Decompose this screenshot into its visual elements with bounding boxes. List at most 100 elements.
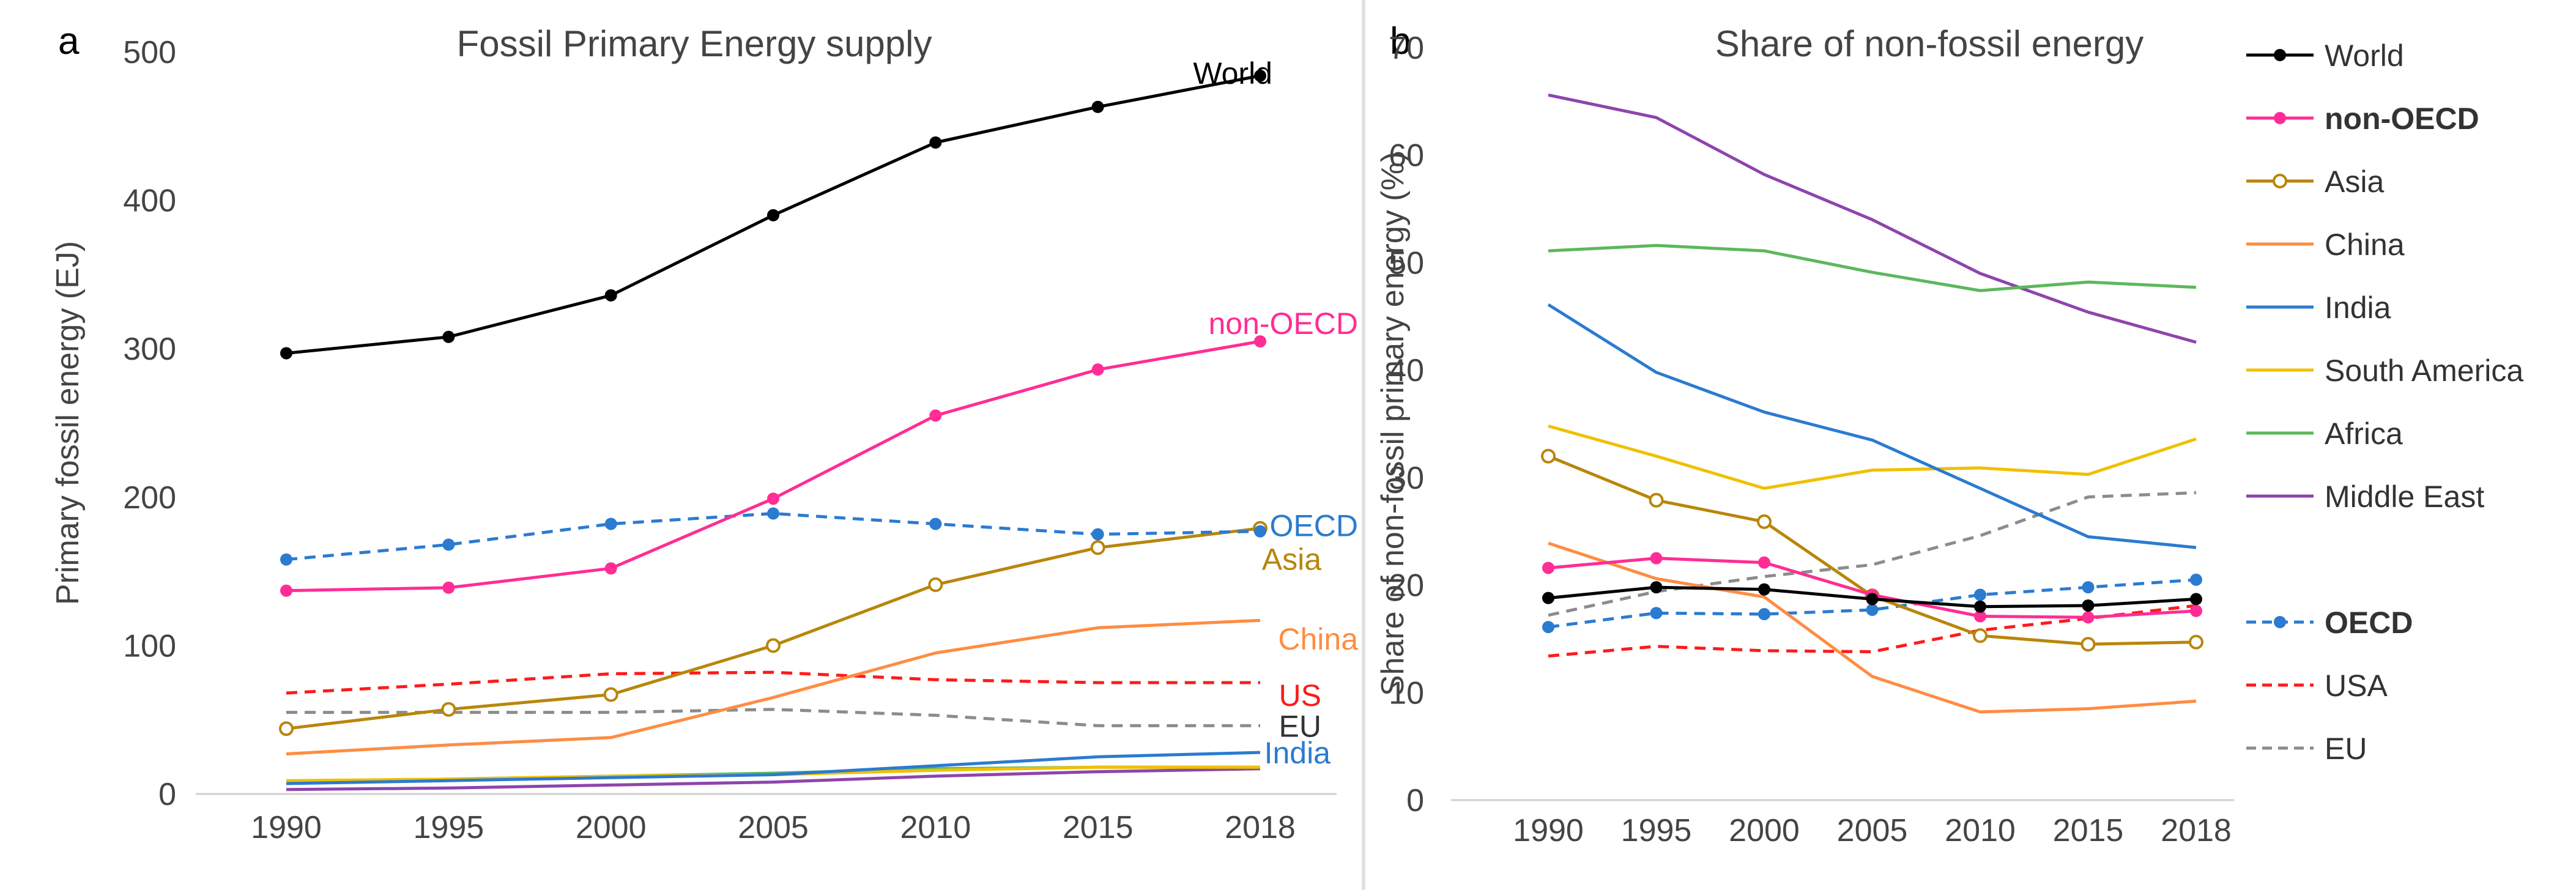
data-point-asia	[1757, 514, 1772, 529]
series-label-world: World	[1193, 56, 1272, 91]
data-point-oecd	[2082, 581, 2095, 594]
legend-label-oecd: OECD	[2325, 606, 2413, 640]
legend-label-usa: USA	[2325, 669, 2388, 703]
y-tick-label: 500	[123, 35, 176, 70]
data-point-world	[929, 136, 942, 149]
x-tick-label: 2000	[1729, 813, 1800, 848]
series-line-china	[1548, 541, 2197, 714]
legend-marker-non-oecd	[2274, 112, 2286, 124]
y-tick-label: 40	[1389, 353, 1424, 388]
series-label-non-oecd: non-OECD	[1208, 306, 1358, 341]
x-tick-label: 1990	[251, 810, 322, 845]
y-tick-label: 20	[1389, 568, 1424, 604]
legend-label-asia: Asia	[2325, 165, 2384, 199]
series-line-china	[286, 618, 1261, 755]
legend-label-south-america: South America	[2325, 354, 2523, 388]
y-tick-label: 0	[1406, 783, 1424, 818]
series-line-us	[286, 670, 1260, 695]
legend-marker-world	[2274, 49, 2286, 61]
x-tick-label: 2005	[1837, 813, 1908, 848]
data-point-oecd	[1866, 603, 1879, 616]
data-point-non-oecd	[2190, 604, 2202, 617]
data-point-non-oecd	[1254, 335, 1266, 348]
chart-title: Share of non-fossil energy	[1715, 23, 2144, 64]
data-point-non-oecd	[2082, 611, 2095, 624]
y-tick-label: 0	[158, 777, 176, 812]
data-point-non-oecd	[442, 581, 455, 594]
series-label-asia: Asia	[1262, 543, 1321, 577]
data-point-world	[2082, 599, 2095, 612]
series-line-india	[286, 751, 1261, 785]
series-line-eu	[286, 708, 1260, 727]
x-tick-label: 2015	[2053, 813, 2124, 848]
series-line-india	[1547, 303, 2197, 549]
data-point-non-oecd	[767, 492, 779, 505]
data-point-world	[1650, 581, 1663, 594]
data-point-world	[604, 289, 617, 302]
series-line-africa	[1548, 243, 2197, 292]
y-axis-label: Primary fossil energy (EJ)	[50, 241, 86, 605]
data-point-oecd	[604, 517, 617, 530]
series-label-oecd: OECD	[1270, 509, 1358, 543]
data-point-non-oecd	[1650, 552, 1663, 565]
data-point-non-oecd	[1091, 363, 1104, 376]
x-tick-label: 1995	[413, 810, 484, 845]
legend-label-eu: EU	[2325, 732, 2367, 766]
data-point-asia	[279, 721, 294, 736]
legend-marker-oecd	[2274, 616, 2286, 628]
data-point-asia	[2080, 637, 2096, 652]
legend-label-india: India	[2325, 291, 2391, 325]
data-point-world	[767, 209, 779, 221]
data-point-world	[1974, 600, 1986, 613]
data-point-non-oecd	[1542, 562, 1554, 574]
chart-title: Fossil Primary Energy supply	[457, 23, 932, 64]
y-tick-label: 30	[1389, 461, 1424, 496]
data-point-world	[1758, 583, 1770, 596]
data-point-oecd	[1758, 608, 1770, 621]
data-point-non-oecd	[604, 562, 617, 575]
data-point-world	[1254, 69, 1266, 82]
y-axis-label: Share of non-fossil primary energy (%)	[1375, 152, 1411, 696]
y-tick-label: 400	[123, 184, 176, 219]
x-tick-label: 2018	[2161, 813, 2232, 848]
data-point-world	[2190, 593, 2202, 606]
data-point-oecd	[1091, 528, 1104, 541]
data-point-world	[1091, 100, 1104, 113]
series-line-south-america	[1548, 425, 2197, 490]
data-point-world	[442, 330, 455, 343]
panel-a: a Fossil Primary Energy supply Primary fos…	[50, 0, 1365, 890]
data-point-oecd	[929, 517, 942, 530]
data-point-world	[280, 347, 292, 360]
x-tick-label: 1995	[1621, 813, 1692, 848]
panel-letter: b	[1390, 20, 1411, 62]
x-tick-label: 2010	[900, 810, 971, 845]
data-point-asia	[1649, 492, 1664, 508]
fossil-energy-chart: a Fossil Primary Energy supply Primary fos…	[50, 20, 1358, 845]
data-point-oecd	[1650, 607, 1663, 620]
x-tick-label: 2005	[738, 810, 809, 845]
legend-label-non-oecd: non-OECD	[2325, 102, 2479, 136]
data-point-asia	[2189, 634, 2203, 650]
data-point-asia	[766, 638, 781, 653]
data-point-asia	[1541, 448, 1556, 464]
series-line-non-oecd	[286, 339, 1261, 593]
y-tick-label: 300	[123, 332, 176, 367]
y-tick-label: 70	[1389, 31, 1424, 66]
data-point-asia	[928, 577, 943, 592]
series-line-oecd	[286, 512, 1261, 562]
data-point-oecd	[1974, 588, 1986, 601]
x-tick-label: 2018	[1225, 810, 1296, 845]
x-tick-label: 2015	[1063, 810, 1134, 845]
x-tick-label: 1990	[1513, 813, 1584, 848]
data-point-non-oecd	[280, 584, 292, 597]
data-point-non-oecd	[929, 409, 942, 422]
series-label-china: China	[1278, 622, 1358, 656]
data-point-oecd	[442, 538, 455, 551]
data-point-oecd	[280, 553, 292, 566]
legend-label-middle-east: Middle East	[2325, 480, 2484, 514]
data-point-asia	[1090, 540, 1105, 555]
series-label-india: India	[1264, 736, 1331, 770]
y-tick-label: 100	[123, 628, 176, 664]
y-tick-label: 10	[1389, 675, 1424, 711]
data-point-oecd	[1542, 621, 1554, 634]
